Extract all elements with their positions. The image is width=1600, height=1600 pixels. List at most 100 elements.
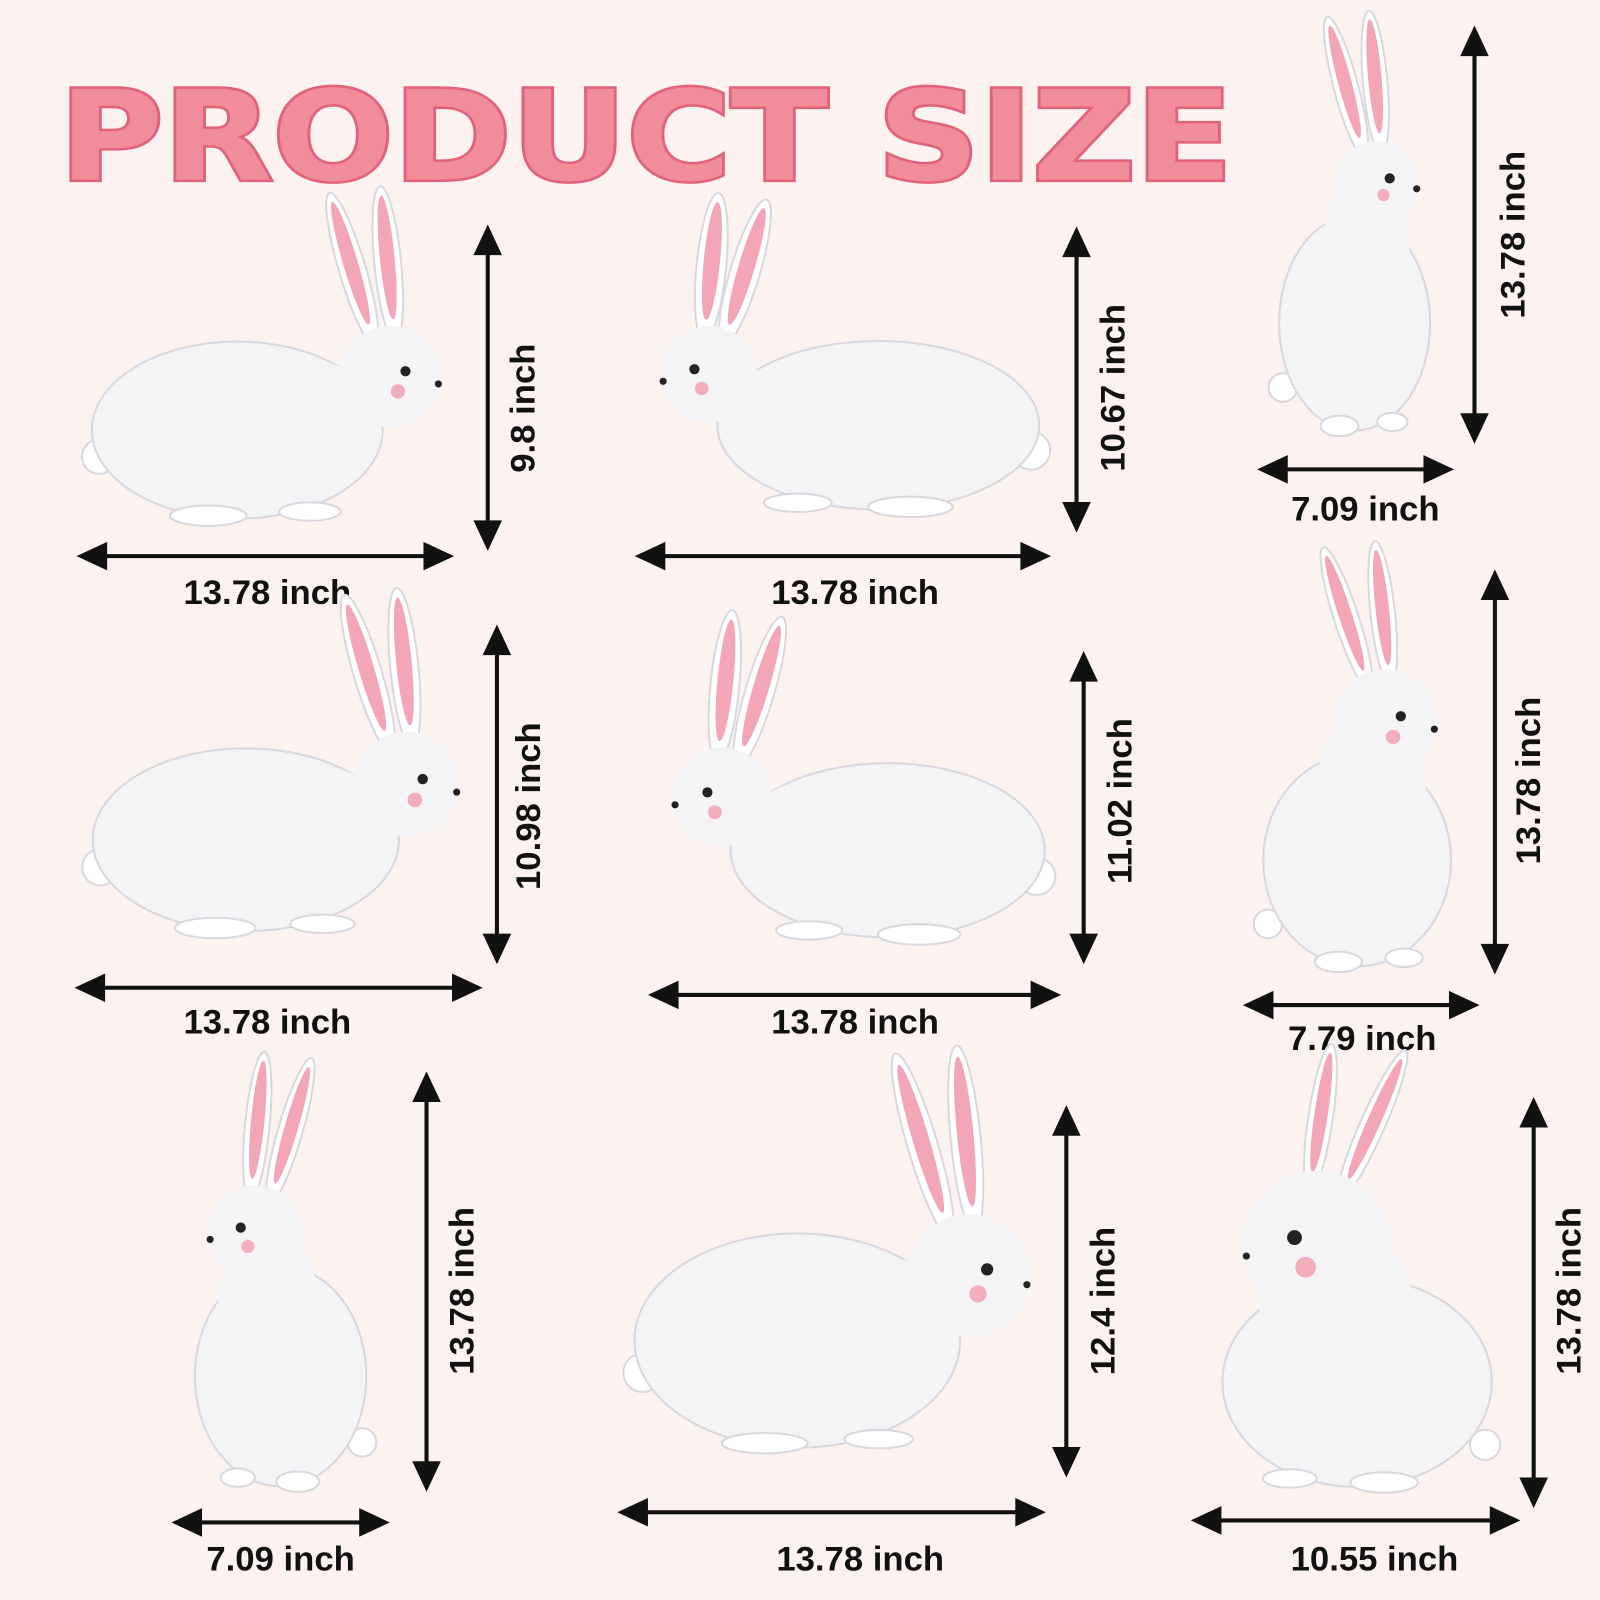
width-label: 10.55 inch [1291, 1540, 1459, 1578]
width-arrow [74, 973, 483, 1003]
bunny-ear [242, 1050, 273, 1201]
bunny-illustration [622, 1044, 1031, 1455]
bunny-ear [1360, 9, 1390, 155]
arrow-head-up [412, 1071, 441, 1103]
bunny-eye [1287, 1230, 1302, 1245]
width-label: 7.09 inch [206, 1540, 354, 1578]
arrow-head-up [1062, 226, 1091, 258]
width-arrow [76, 541, 455, 571]
bunny-ear [387, 587, 422, 749]
bunny-cheek [694, 381, 709, 396]
bunny-front-paw [762, 492, 833, 514]
ear-inner [1325, 555, 1365, 671]
bunny-cheek [407, 792, 423, 808]
bunny-hind-paw [867, 495, 954, 519]
height-arrow [473, 224, 503, 552]
bunny-eye [1395, 711, 1406, 722]
arrow-head-left [1257, 455, 1288, 484]
bunny-illustration [193, 1050, 378, 1493]
bunny-size-card: 13.78 inch 12.4 inch [617, 1044, 1122, 1578]
arrow-head-right [1020, 541, 1052, 571]
bunny-head [339, 325, 441, 427]
height-arrow [412, 1071, 441, 1492]
bunny-ear [732, 615, 788, 769]
arrow-head-right [452, 973, 483, 1003]
arrow-head-down [1519, 1477, 1548, 1509]
bunny-head [207, 1185, 303, 1280]
width-arrow [1257, 455, 1455, 484]
bunny-hind-paw [173, 916, 257, 940]
ear-inner [897, 1064, 945, 1213]
bunny-illustration [1252, 540, 1453, 974]
bunny-eye [1384, 173, 1395, 184]
width-label: 7.79 inch [1288, 1020, 1436, 1058]
bunny-tail [1468, 1428, 1502, 1462]
arrow-head-right [1423, 455, 1455, 484]
ear-inner [715, 619, 736, 742]
bunny-size-card: 13.78 inch 9.8 inch [76, 185, 543, 612]
ear-inner [377, 195, 397, 320]
bunny-head [354, 732, 460, 837]
bunny-front-paw [219, 1467, 256, 1488]
bunny-head [1242, 1170, 1391, 1320]
arrow-head-left [76, 541, 108, 571]
bunny-eye [702, 787, 713, 798]
ear-inner [1328, 25, 1361, 138]
bunny-cheek [241, 1239, 255, 1254]
width-arrow [647, 980, 1062, 1010]
bunny-front-paw [1376, 411, 1409, 433]
arrow-head-right [359, 1508, 390, 1537]
height-label: 10.98 inch [510, 722, 548, 890]
ear-inner [345, 604, 387, 731]
bunny-nose [434, 380, 442, 388]
height-label: 13.78 inch [1551, 1207, 1589, 1375]
ear-inner [727, 208, 766, 325]
bunny-nose [659, 377, 667, 385]
height-arrow [1052, 1105, 1081, 1478]
ear-inner [1310, 1052, 1333, 1173]
bunny-hind-paw [876, 923, 962, 946]
bunny-eye [417, 773, 428, 785]
bunny-nose [453, 788, 461, 796]
arrow-head-down [1480, 943, 1510, 975]
height-label: 12.4 inch [1084, 1227, 1122, 1375]
width-label: 13.78 inch [183, 1004, 351, 1042]
width-arrow [1190, 1506, 1521, 1535]
arrow-head-right [423, 541, 455, 571]
bunny-hind-paw [1349, 1471, 1419, 1494]
bunny-eye [235, 1222, 246, 1233]
arrow-head-up [1480, 569, 1510, 600]
arrow-head-left [617, 1497, 648, 1527]
bunny-head [907, 1214, 1030, 1337]
height-label: 13.78 inch [1510, 697, 1548, 865]
bunny-head [1335, 141, 1419, 225]
width-arrow [171, 1508, 390, 1537]
height-arrow [1062, 226, 1091, 533]
arrow-head-left [634, 541, 666, 571]
bunny-head [660, 325, 758, 423]
ear-inner [249, 1060, 267, 1179]
width-arrow [634, 541, 1052, 571]
arrow-head-left [1242, 990, 1274, 1020]
bunny-head [1333, 669, 1437, 774]
width-label: 13.78 inch [771, 1004, 939, 1042]
bunny-hind-paw [1319, 414, 1360, 438]
bunny-hind-paw [275, 1470, 321, 1493]
arrow-head-down [1069, 933, 1098, 965]
arrow-head-left [171, 1508, 203, 1537]
bunny-head [672, 747, 773, 848]
bunny-nose [1430, 725, 1438, 733]
bunny-nose [1242, 1252, 1250, 1260]
page-title: PRODUCT SIZE [59, 65, 1232, 210]
width-label: 13.78 inch [771, 574, 939, 612]
bunny-hind-paw [720, 1431, 809, 1455]
bunny-size-card: 13.78 inch 10.98 inch [74, 587, 548, 1042]
bunny-illustration [659, 192, 1052, 519]
ear-inner [953, 1056, 976, 1207]
height-label: 13.78 inch [443, 1207, 481, 1375]
height-arrow [1069, 651, 1098, 965]
width-label: 13.78 inch [776, 1540, 944, 1578]
bunny-front-paw [843, 1428, 915, 1450]
arrow-head-right [1030, 980, 1062, 1010]
